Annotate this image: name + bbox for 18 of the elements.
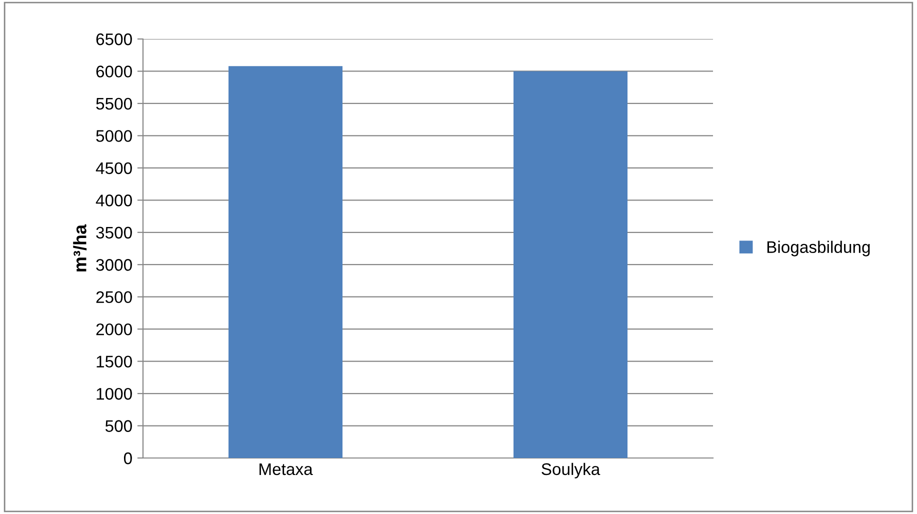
x-tick-label: Soulyka <box>542 462 600 478</box>
y-tick-label: 5500 <box>96 98 132 110</box>
legend-label: Biogasbildung <box>767 240 870 256</box>
y-tick-label: 500 <box>105 420 132 432</box>
y-tick-label: 3000 <box>96 259 132 271</box>
y-axis-title: m³/ha <box>73 224 87 272</box>
y-tick-label: 1500 <box>96 356 132 368</box>
y-tick-label: 3500 <box>96 226 132 239</box>
y-tick-label: 6000 <box>96 66 132 78</box>
x-tick-label: Metaxa <box>260 463 313 476</box>
y-tick-label: 4500 <box>96 162 132 174</box>
y-tick-label: 2500 <box>96 291 132 304</box>
y-tick-label: 0 <box>124 452 132 464</box>
y-tick-label: 4000 <box>96 194 132 206</box>
y-tick-label: 1000 <box>96 388 132 400</box>
y-tick-label: 5000 <box>96 130 132 142</box>
y-tick-label: 2000 <box>96 323 132 336</box>
y-tick-label: 6500 <box>96 33 132 46</box>
